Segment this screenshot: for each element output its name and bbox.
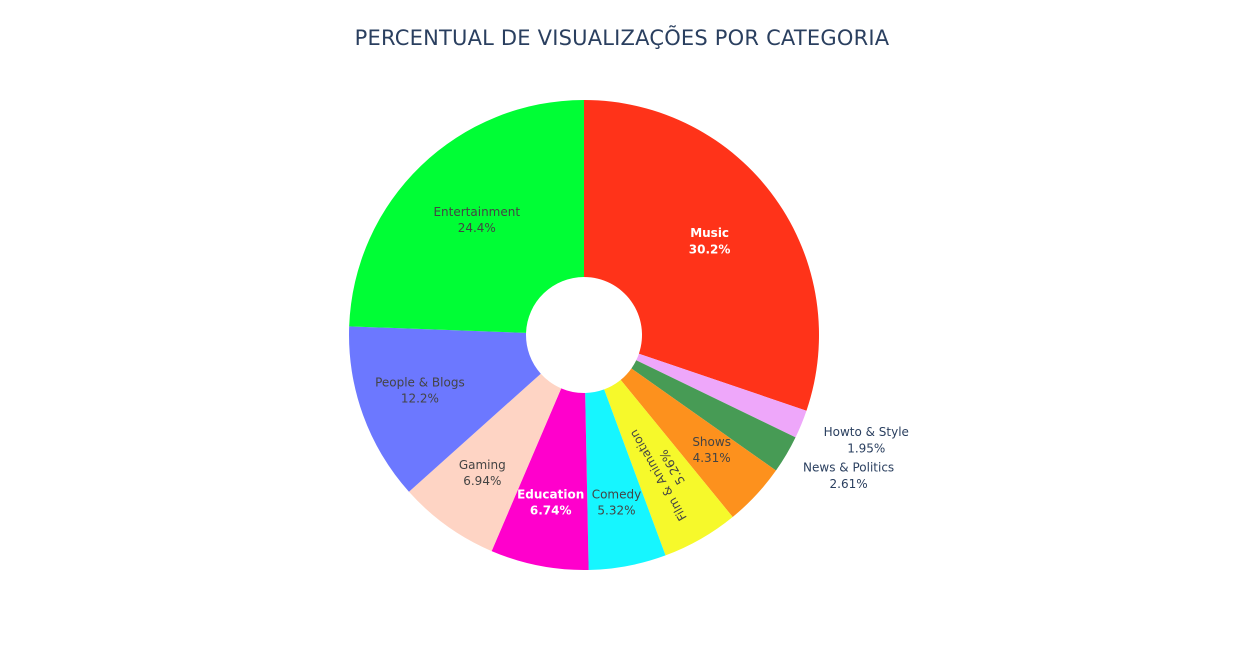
slice-label-name: Shows [692, 435, 731, 449]
slice-label-music: Music 30.2% [689, 226, 731, 256]
slice-label-value: 24.4% [458, 221, 496, 235]
pie-slice-music[interactable] [584, 100, 819, 411]
slice-label-people-and-blogs: People & Blogs 12.2% [375, 375, 465, 405]
pie-slice-news-and-politics[interactable] [631, 360, 796, 471]
chart-title: PERCENTUAL DE VISUALIZAÇÕES POR CATEGORI… [354, 26, 890, 50]
pie-slice-entertainment[interactable] [349, 100, 584, 333]
slice-label-howto-and-style: Howto & Style 1.95% [824, 425, 909, 455]
slice-label-name: Education [517, 487, 584, 501]
pie-slice-film-and-animation[interactable] [604, 379, 733, 556]
pie-slice-howto-and-style[interactable] [636, 353, 807, 438]
slice-label-name: People & Blogs [375, 375, 465, 389]
slice-label-name: Entertainment [433, 205, 520, 219]
pie-slice-gaming[interactable] [408, 373, 562, 552]
slice-label-value: 30.2% [689, 242, 731, 256]
slice-label-value: 6.74% [530, 503, 572, 517]
slice-label-name: Gaming [459, 458, 506, 472]
slice-label-value: 1.95% [847, 441, 885, 455]
slice-label-name: Howto & Style [824, 425, 909, 439]
slice-label-name: News & Politics [803, 461, 894, 475]
slice-label-entertainment: Entertainment 24.4% [433, 205, 520, 235]
slice-label-gaming: Gaming 6.94% [459, 458, 506, 488]
pie-slice-comedy[interactable] [585, 389, 666, 570]
pie-slice-people-and-blogs[interactable] [349, 326, 541, 492]
slice-label-value: 6.94% [463, 474, 501, 488]
slice-label-education: Education 6.74% [517, 487, 584, 517]
slice-label-news-and-politics: News & Politics 2.61% [803, 461, 894, 491]
slice-label-comedy: Comedy 5.32% [592, 487, 642, 517]
slice-label-name: Music [690, 226, 729, 240]
slice-label-name: Comedy [592, 487, 642, 501]
pie-slices [349, 100, 819, 570]
slice-label-value: 12.2% [401, 392, 439, 406]
pie-slice-education[interactable] [491, 388, 589, 570]
slice-label-value: 4.31% [693, 451, 731, 465]
slice-label-shows: Shows 4.31% [692, 435, 731, 465]
slice-label-value: 2.61% [830, 477, 868, 491]
slice-label-value: 5.32% [597, 504, 635, 518]
pie-slice-shows[interactable] [620, 368, 776, 517]
